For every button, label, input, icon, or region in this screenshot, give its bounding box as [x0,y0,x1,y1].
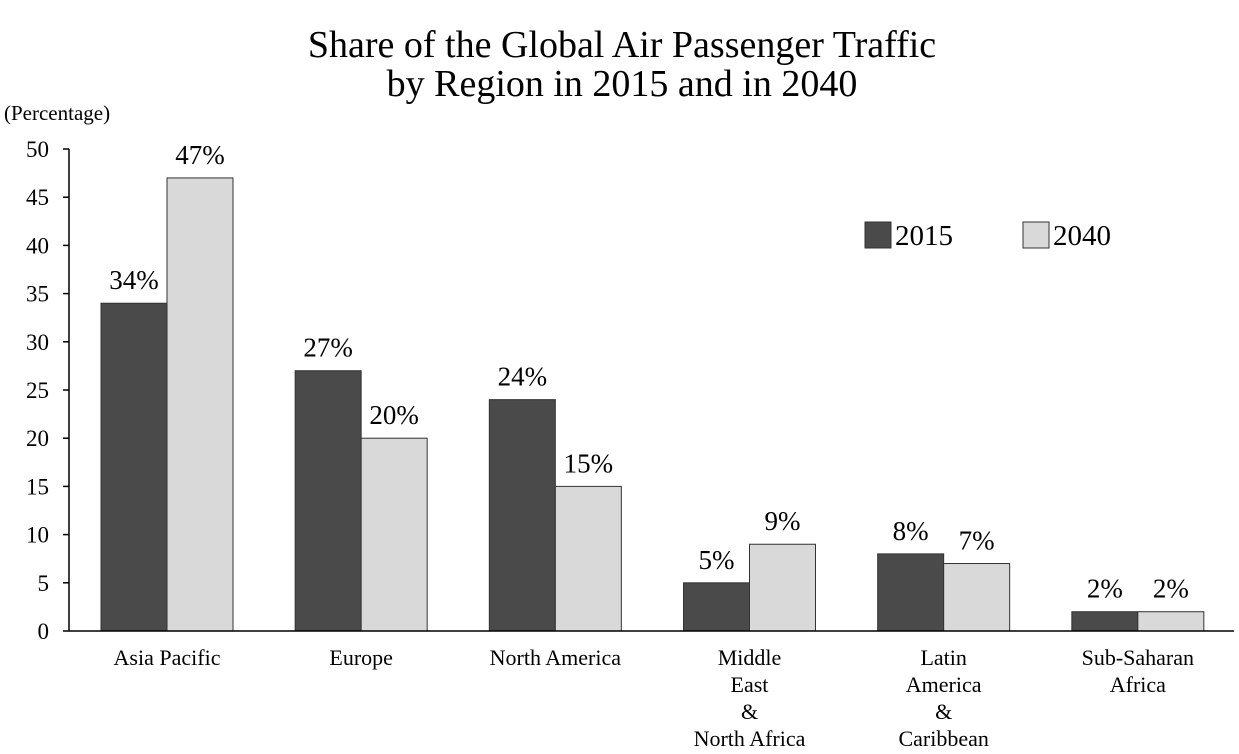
data-label-2040-5: 2% [1153,574,1189,604]
y-tick-label: 30 [26,330,49,355]
bar-2040-2 [554,485,622,632]
y-tick-label: 20 [26,426,49,451]
y-tick-label: 0 [38,619,50,644]
data-label-2015-0: 34% [109,265,159,295]
legend-swatch-2040 [1022,221,1050,249]
category-label-line: Middle [718,645,782,670]
bar-2015-3 [683,582,750,632]
category-label-line: East [731,672,769,697]
y-axis-ticks: 0 5 10 15 20 25 30 35 40 45 50 [26,137,69,644]
chart-title-line: by Region in 2015 and in 2040 [387,63,858,105]
category-label-line: & [935,699,952,724]
category-label-line: North Africa [694,726,806,751]
legend-swatch-2015 [864,221,892,249]
y-tick-label: 15 [26,474,49,499]
y-tick-label: 10 [26,523,49,548]
data-label-2015-2: 24% [498,362,548,392]
category-label-line: Latin [920,645,966,670]
y-axis-unit-label: (Percentage) [4,101,110,125]
bar-2040-4 [943,563,1011,632]
category-label-line: North America [490,645,622,670]
y-tick-label: 40 [26,233,49,258]
bar-2015-1 [294,370,362,632]
category-label-line: Caribbean [898,726,988,751]
bar-2015-2 [488,399,556,632]
y-tick-label: 45 [26,185,49,210]
axes [68,149,1234,632]
data-label-2015-5: 2% [1087,574,1123,604]
x-axis-category-labels: Asia Pacific Europe North America MiddleEas… [114,645,1194,751]
bar-2040-0 [166,177,234,632]
category-label-line: & [741,699,758,724]
data-label-2015-4: 8% [893,516,929,546]
bars [100,177,1205,632]
y-tick-label: 35 [26,282,49,307]
bar-2040-1 [360,437,428,632]
chart-title-line: Share of the Global Air Passenger Traffi… [308,24,936,66]
category-label-line: Africa [1110,672,1166,697]
category-label-line: Sub-Saharan [1082,645,1194,670]
category-label-line: America [906,672,982,697]
bar-2040-3 [749,543,816,632]
data-label-2040-0: 47% [175,140,225,170]
y-tick-label: 50 [26,137,49,162]
bar-2015-0 [100,302,168,632]
category-label-line: Asia Pacific [114,645,221,670]
data-label-2040-3: 9% [765,506,801,536]
data-label-2040-4: 7% [959,526,995,556]
data-label-2040-1: 20% [369,400,419,430]
chart-title: Share of the Global Air Passenger Traffi… [308,24,936,105]
y-tick-label: 5 [38,571,50,596]
data-label-2015-1: 27% [303,333,353,363]
legend-label-2015: 2015 [895,220,953,252]
data-label-2040-2: 15% [564,448,614,478]
bar-2040-5 [1137,611,1205,632]
y-tick-label: 25 [26,378,49,403]
data-labels: 34% 47% 27% 20% 24% 15% 5% 9% 8% 7% 2% 2% [109,140,1189,604]
legend: 2015 2040 [864,220,1111,252]
bar-2015-5 [1071,611,1139,632]
category-label-line: Europe [329,645,393,670]
bar-2015-4 [877,553,945,632]
legend-label-2040: 2040 [1053,220,1111,252]
data-label-2015-3: 5% [699,545,735,575]
